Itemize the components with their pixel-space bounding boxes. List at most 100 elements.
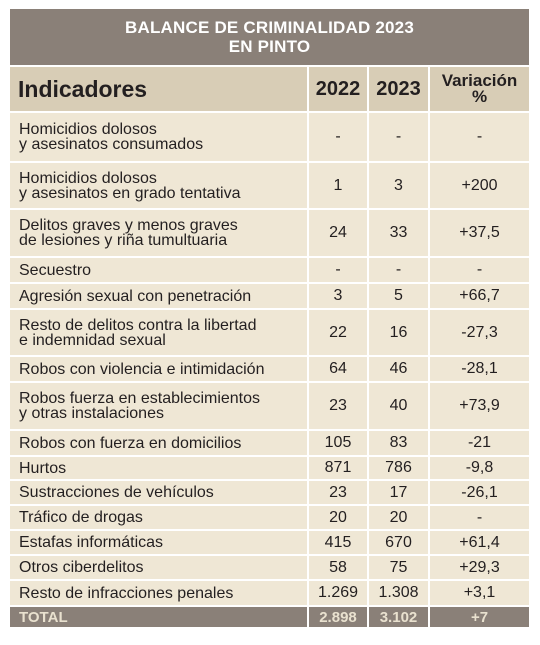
- table-row: Otros ciberdelitos 58 75 +29,3: [10, 554, 529, 579]
- table-title: BALANCE DE CRIMINALIDAD 2023 EN PINTO: [10, 9, 529, 65]
- value-2023: 83: [367, 429, 428, 455]
- header-year-2022: 2022: [307, 65, 367, 111]
- value-2023: 20: [367, 504, 428, 529]
- indicator-label-line-2: y asesinatos en grado tentativa: [19, 184, 241, 202]
- indicator-label-line-1: Resto de delitos contra la libertad: [19, 316, 257, 334]
- value-2023: -: [367, 111, 428, 161]
- table-row: Hurtos 871 786 -9,8: [10, 455, 529, 479]
- indicator-label-line-2: de lesiones y riña tumultuaria: [19, 232, 228, 249]
- variation-value: -26,1: [428, 479, 529, 504]
- indicator-label: Robos con fuerza en domicilios: [10, 429, 307, 455]
- variation-value: -: [428, 256, 529, 282]
- value-2022: -: [307, 111, 367, 161]
- variation-value: +3,1: [428, 579, 529, 605]
- variation-value: -: [428, 111, 529, 161]
- value-2022: 58: [307, 554, 367, 579]
- indicator-label-line-1: Delitos graves y menos graves: [19, 217, 238, 234]
- indicator-label-line-1: Robos fuerza en establecimientos: [19, 390, 261, 407]
- variation-value: -9,8: [428, 455, 529, 479]
- value-2023: 1.308: [367, 579, 428, 605]
- header-variation-line-1: Variación: [441, 71, 518, 90]
- variation-value: +66,7: [428, 282, 529, 308]
- indicator-label-line-2: e indemnidad sexual: [19, 331, 166, 349]
- header-indicators: Indicadores: [10, 65, 307, 111]
- total-2023: 3.102: [367, 605, 428, 627]
- value-2022: 64: [307, 355, 367, 381]
- indicator-label-line-1: Sustracciones de vehículos: [19, 484, 214, 501]
- value-2023: 3: [367, 161, 428, 208]
- value-2023: 5: [367, 282, 428, 308]
- crime-statistics-table: Indicadores 2022 2023 Variación % Homici…: [10, 65, 529, 627]
- indicator-label: Sustracciones de vehículos: [10, 479, 307, 504]
- total-variation: +7: [428, 605, 529, 627]
- value-2022: 3: [307, 282, 367, 308]
- value-2022: -: [307, 256, 367, 282]
- value-2022: 415: [307, 529, 367, 554]
- table-row: Homicidios dolosos y asesinatos en grado …: [10, 161, 529, 208]
- total-label: TOTAL: [10, 605, 307, 627]
- value-2023: 46: [367, 355, 428, 381]
- value-2022: 20: [307, 504, 367, 529]
- variation-value: +200: [428, 161, 529, 208]
- value-2023: 16: [367, 308, 428, 355]
- table-row: Resto de delitos contra la libertad e ind…: [10, 308, 529, 355]
- value-2023: 33: [367, 208, 428, 256]
- value-2022: 22: [307, 308, 367, 355]
- header-year-2023: 2023: [367, 65, 428, 111]
- indicator-label: Hurtos: [10, 455, 307, 479]
- title-line-1: BALANCE DE CRIMINALIDAD 2023: [125, 18, 414, 37]
- variation-value: +37,5: [428, 208, 529, 256]
- indicator-label: Otros ciberdelitos: [10, 554, 307, 579]
- indicator-label: Resto de infracciones penales: [10, 579, 307, 605]
- value-2023: 670: [367, 529, 428, 554]
- table-row: Sustracciones de vehículos 23 17 -26,1: [10, 479, 529, 504]
- table-row: Robos con fuerza en domicilios 105 83 -21: [10, 429, 529, 455]
- indicator-label-line-1: Resto de infracciones penales: [19, 584, 234, 602]
- value-2022: 1: [307, 161, 367, 208]
- indicator-label: Tráfico de drogas: [10, 504, 307, 529]
- header-variation-line-2: %: [471, 87, 488, 106]
- indicator-label: Robos fuerza en establecimientos y otras …: [10, 381, 307, 429]
- header-variation: Variación %: [428, 65, 529, 111]
- table-row: Tráfico de drogas 20 20-: [10, 504, 529, 529]
- indicator-label: Agresión sexual con penetración: [10, 282, 307, 308]
- indicator-label: Resto de delitos contra la libertad e ind…: [10, 308, 307, 355]
- table-header-row: Indicadores 2022 2023 Variación %: [10, 65, 529, 111]
- variation-value: +73,9: [428, 381, 529, 429]
- indicator-label-line-1: Homicidios dolosos: [19, 121, 157, 138]
- value-2022: 1.269: [307, 579, 367, 605]
- indicator-label-line-1: Tráfico de drogas: [19, 509, 143, 526]
- indicator-label-line-1: Secuestro: [19, 261, 92, 279]
- table-row: Estafas informáticas 415 670 +61,4: [10, 529, 529, 554]
- value-2022: 24: [307, 208, 367, 256]
- indicator-label: Homicidios dolosos y asesinatos consumado…: [10, 111, 307, 161]
- value-2023: -: [367, 256, 428, 282]
- indicator-label-line-1: Hurtos: [19, 459, 67, 477]
- variation-value: -28,1: [428, 355, 529, 381]
- value-2022: 23: [307, 479, 367, 504]
- value-2023: 786: [367, 455, 428, 479]
- indicator-label: Secuestro: [10, 256, 307, 282]
- indicator-label-line-1: Estafas informáticas: [19, 534, 164, 551]
- value-2022: 105: [307, 429, 367, 455]
- total-2022: 2.898: [307, 605, 367, 627]
- value-2023: 40: [367, 381, 428, 429]
- variation-value: -21: [428, 429, 529, 455]
- indicator-label: Estafas informáticas: [10, 529, 307, 554]
- indicator-label-line-1: Robos con fuerza en domicilios: [19, 434, 242, 452]
- table-row: Homicidios dolosos y asesinatos consumado…: [10, 111, 529, 161]
- total-row: TOTAL 2.898 3.102 +7: [10, 605, 529, 627]
- indicator-label: Delitos graves y menos graves de lesiones…: [10, 208, 307, 256]
- variation-value: +61,4: [428, 529, 529, 554]
- indicator-label-line-2: y asesinatos consumados: [19, 136, 204, 153]
- value-2023: 17: [367, 479, 428, 504]
- title-line-2: EN PINTO: [228, 37, 311, 56]
- crime-balance-table-card: BALANCE DE CRIMINALIDAD 2023 EN PINTO In…: [10, 9, 529, 636]
- table-row: Resto de infracciones penales 1.269 1.308 +…: [10, 579, 529, 605]
- variation-value: +29,3: [428, 554, 529, 579]
- indicator-label-line-1: Robos con violencia e intimidación: [19, 360, 265, 378]
- indicator-label: Robos con violencia e intimidación: [10, 355, 307, 381]
- variation-value: -27,3: [428, 308, 529, 355]
- table-row: Robos fuerza en establecimientos y otras …: [10, 381, 529, 429]
- table-row: Robos con violencia e intimidación 64 46 -2…: [10, 355, 529, 381]
